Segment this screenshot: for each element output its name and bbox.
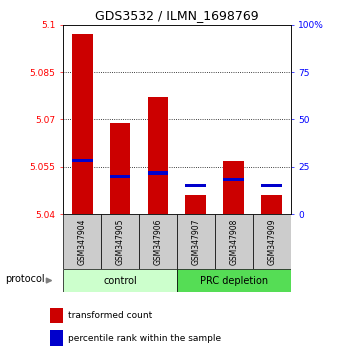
Text: PRC depletion: PRC depletion — [200, 275, 268, 286]
Text: GSM347907: GSM347907 — [191, 218, 200, 265]
Bar — [101, 214, 139, 269]
Text: GDS3532 / ILMN_1698769: GDS3532 / ILMN_1698769 — [95, 9, 259, 22]
Bar — [223, 160, 244, 214]
Text: GSM347904: GSM347904 — [78, 218, 87, 265]
Bar — [148, 171, 168, 175]
Bar — [63, 269, 177, 292]
Bar — [177, 214, 215, 269]
Bar — [261, 184, 282, 188]
Text: transformed count: transformed count — [68, 311, 152, 320]
Bar — [49, 330, 64, 346]
Bar — [186, 184, 206, 188]
Bar — [177, 269, 291, 292]
Bar — [215, 214, 253, 269]
Text: control: control — [103, 275, 137, 286]
Bar — [63, 214, 101, 269]
Text: GSM347908: GSM347908 — [229, 218, 238, 265]
Text: GSM347906: GSM347906 — [153, 218, 162, 265]
Bar — [223, 178, 244, 181]
Text: GSM347909: GSM347909 — [267, 218, 276, 265]
Bar — [72, 34, 92, 214]
Text: percentile rank within the sample: percentile rank within the sample — [68, 334, 221, 343]
Bar — [49, 308, 64, 324]
Text: GSM347905: GSM347905 — [116, 218, 125, 265]
Bar — [261, 195, 282, 214]
Bar — [148, 97, 168, 214]
Bar — [253, 214, 291, 269]
Bar — [110, 122, 130, 214]
Text: protocol: protocol — [5, 274, 45, 284]
Bar — [139, 214, 177, 269]
Bar — [186, 195, 206, 214]
Bar — [110, 175, 130, 178]
Bar — [72, 159, 92, 162]
